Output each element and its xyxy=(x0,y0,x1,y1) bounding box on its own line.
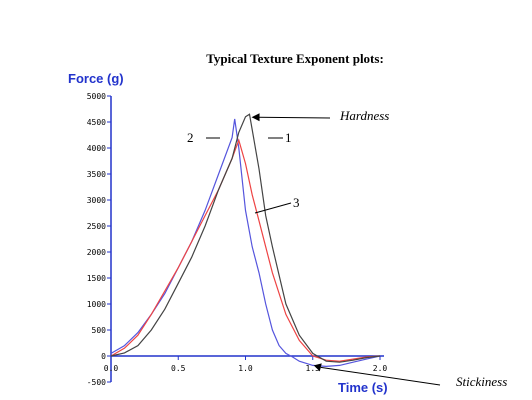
series-line-1 xyxy=(110,118,381,368)
y-tick-label: 3000 xyxy=(87,196,106,205)
y-tick-label: 0 xyxy=(101,352,106,361)
stickiness-label: Stickiness xyxy=(456,374,507,389)
hardness-leader xyxy=(257,116,331,119)
x-tick-label: 2.0 xyxy=(373,364,388,373)
y-tick-label: 2000 xyxy=(87,248,106,257)
series-lines xyxy=(110,113,381,368)
chart-title: Typical Texture Exponent plots: xyxy=(206,51,384,66)
series-line-3 xyxy=(110,113,381,363)
y-tick-label: 500 xyxy=(92,326,107,335)
tick-labels: -500 0 500 1000 1500 2000 2500 3000 3500 4000 4500… xyxy=(87,92,388,387)
series-3-label: 3 xyxy=(293,195,300,210)
series-3-leader xyxy=(254,202,292,214)
x-tick-label: 0.5 xyxy=(171,364,186,373)
x-tick-label: 0.0 xyxy=(104,364,119,373)
stickiness-arrowhead xyxy=(313,363,322,372)
stickiness-leader xyxy=(320,366,441,386)
x-tick-label: 1.5 xyxy=(306,364,321,373)
y-axis-label: Force (g) xyxy=(68,71,124,86)
y-tick-label: -500 xyxy=(87,378,106,387)
y-tick-label: 1000 xyxy=(87,300,106,309)
y-tick-label: 2500 xyxy=(87,222,106,231)
hardness-arrowhead xyxy=(251,113,260,122)
y-tick-label: 1500 xyxy=(87,274,106,283)
axes xyxy=(107,95,384,383)
series-line-2 xyxy=(110,138,381,362)
y-tick-label: 5000 xyxy=(87,92,106,101)
y-tick-label: 4000 xyxy=(87,144,106,153)
series-1-label: 1 xyxy=(285,130,292,145)
hardness-label: Hardness xyxy=(339,108,389,123)
series-2-label: 2 xyxy=(187,130,194,145)
x-tick-label: 1.0 xyxy=(238,364,253,373)
x-axis-label: Time (s) xyxy=(338,380,388,395)
y-tick-label: 4500 xyxy=(87,118,106,127)
y-tick-label: 3500 xyxy=(87,170,106,179)
annotations: Hardness Stickiness 1 2 3 xyxy=(187,108,507,389)
